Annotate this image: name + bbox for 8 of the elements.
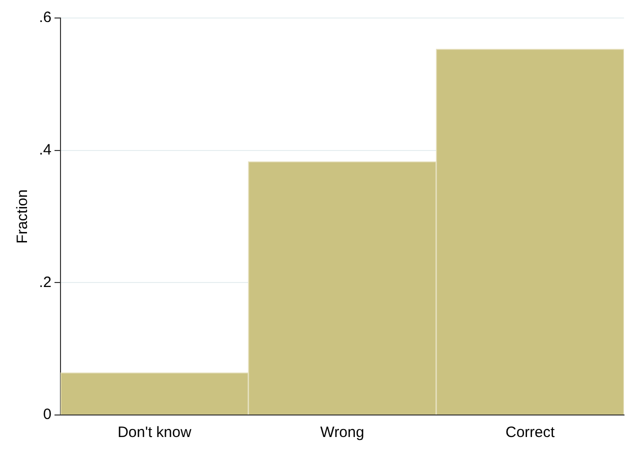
x-tick-label: Don't know [118,424,192,442]
y-axis-title: Fraction [14,189,32,244]
y-tick-label: 0 [43,406,52,424]
x-tick-label: Correct [505,424,556,442]
y-tick-label: .4 [38,141,52,158]
y-tick-label: .2 [38,274,52,291]
x-tick-label: Wrong [320,424,364,442]
y-tick-label: .6 [38,9,52,26]
